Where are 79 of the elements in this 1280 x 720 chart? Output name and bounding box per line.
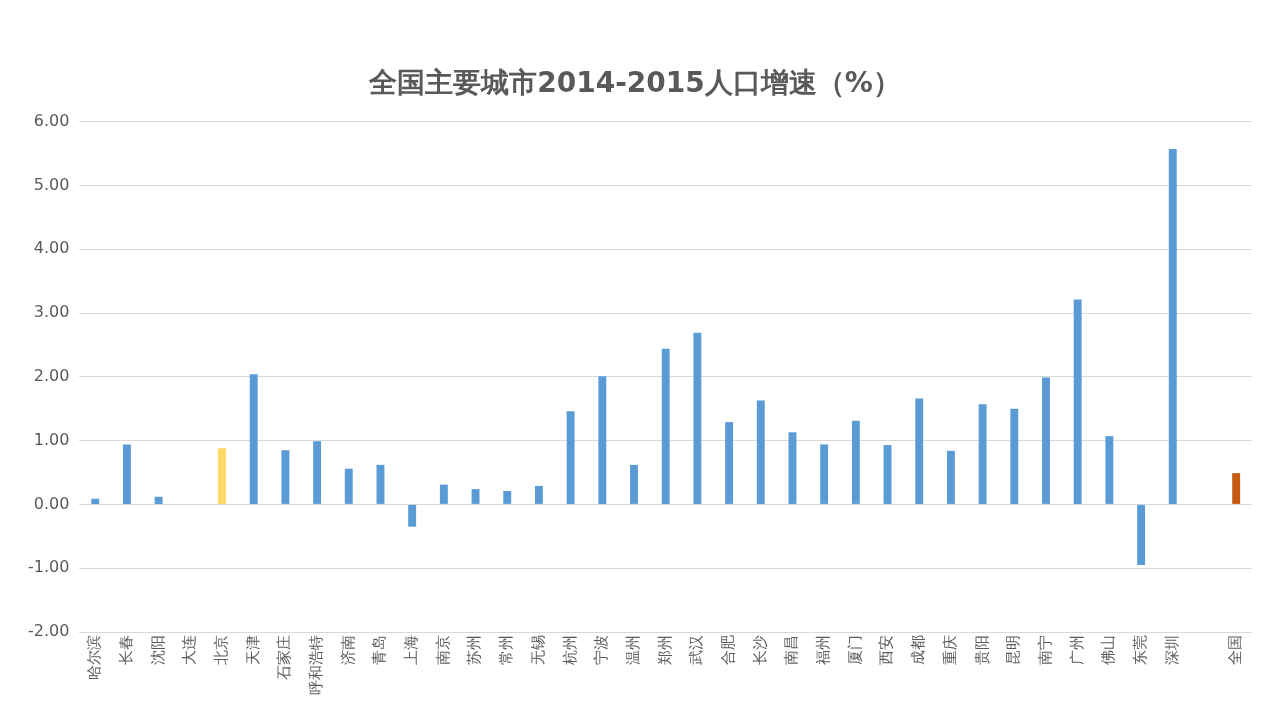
bar	[1073, 299, 1082, 504]
y-tick-label: 3.00	[33, 302, 70, 322]
x-tick-label: 西安	[877, 635, 896, 665]
bar	[91, 498, 100, 504]
bar	[630, 464, 638, 504]
x-tick-label: 昆明	[1004, 635, 1023, 665]
bar	[1168, 149, 1177, 504]
bar	[408, 504, 417, 527]
x-tick-label: 成都	[909, 635, 928, 665]
x-tick-label: 南京	[433, 635, 452, 665]
y-tick-label: 5.00	[33, 174, 70, 194]
x-tick-label: 长春	[116, 635, 135, 665]
x-tick-label: 大连	[180, 635, 199, 665]
bar	[1137, 504, 1146, 566]
x-tick-label: 苏州	[465, 635, 484, 665]
x-tick-label: 重庆	[940, 635, 959, 665]
x-tick-label: 深圳	[1162, 635, 1181, 665]
x-tick-label: 全国	[1226, 635, 1245, 665]
bar	[122, 444, 131, 504]
x-tick-label: 贵阳	[972, 635, 991, 665]
bar	[471, 489, 480, 504]
x-tick-label: 石家庄	[275, 635, 294, 680]
y-tick-label: 2.00	[33, 365, 70, 385]
x-tick-label: 广州	[1067, 635, 1086, 665]
x-tick-label: 杭州	[560, 635, 579, 666]
x-tick-label: 武汉	[687, 635, 706, 665]
bar	[154, 496, 163, 504]
y-tick-label: 1.00	[33, 429, 70, 449]
x-tick-label: 上海	[402, 635, 421, 665]
bar	[1042, 377, 1050, 504]
bar	[915, 398, 924, 504]
bar	[281, 450, 290, 504]
y-tick-label: -2.00	[27, 621, 70, 641]
x-tick-label: 温州	[623, 635, 642, 665]
x-tick-label: 宁波	[592, 635, 611, 665]
x-tick-label: 北京	[211, 635, 230, 665]
bar	[566, 411, 575, 504]
y-tick-label: 4.00	[33, 238, 70, 258]
x-tick-label: 沈阳	[148, 635, 167, 665]
x-tick-label: 济南	[338, 635, 357, 665]
x-tick-label: 郑州	[655, 635, 674, 665]
y-tick-label: 0.00	[33, 493, 70, 513]
bar	[1105, 436, 1114, 504]
bar	[946, 450, 955, 504]
bar	[883, 445, 892, 504]
x-tick-label: 无锡	[528, 635, 547, 665]
y-tick-label: 6.00	[33, 110, 70, 130]
x-tick-label: 哈尔滨	[85, 635, 104, 680]
bar	[534, 485, 543, 504]
x-tick-label: 厦门	[845, 635, 864, 665]
bar	[978, 404, 987, 504]
x-tick-label: 呼和浩特	[306, 635, 325, 695]
bar	[344, 468, 353, 504]
bar	[249, 374, 258, 504]
bar	[851, 420, 860, 504]
x-tick-label: 青岛	[370, 635, 389, 665]
bar	[439, 484, 448, 504]
x-tick-label: 南昌	[782, 635, 801, 665]
bar	[313, 441, 322, 504]
bar	[1232, 473, 1241, 504]
bar	[661, 348, 670, 504]
bar	[756, 400, 765, 504]
x-tick-label: 佛山	[1099, 635, 1118, 665]
bar	[693, 332, 702, 504]
x-tick-label: 长沙	[750, 635, 769, 665]
x-tick-label: 南宁	[1035, 635, 1054, 665]
x-tick-label: 天津	[243, 635, 262, 665]
y-tick-label: -1.00	[27, 557, 70, 577]
bar	[725, 422, 734, 504]
bar	[503, 491, 512, 504]
x-tick-label: 东莞	[1130, 635, 1149, 665]
x-tick-label: 福州	[814, 635, 833, 665]
bar	[598, 376, 607, 504]
x-tick-label: 常州	[497, 635, 516, 665]
x-tick-label: 合肥	[718, 635, 737, 665]
bar	[1010, 408, 1019, 504]
chart-title: 全国主要城市2014-2015人口增速（%）	[368, 66, 901, 100]
bar	[218, 448, 226, 504]
bar	[820, 444, 829, 504]
